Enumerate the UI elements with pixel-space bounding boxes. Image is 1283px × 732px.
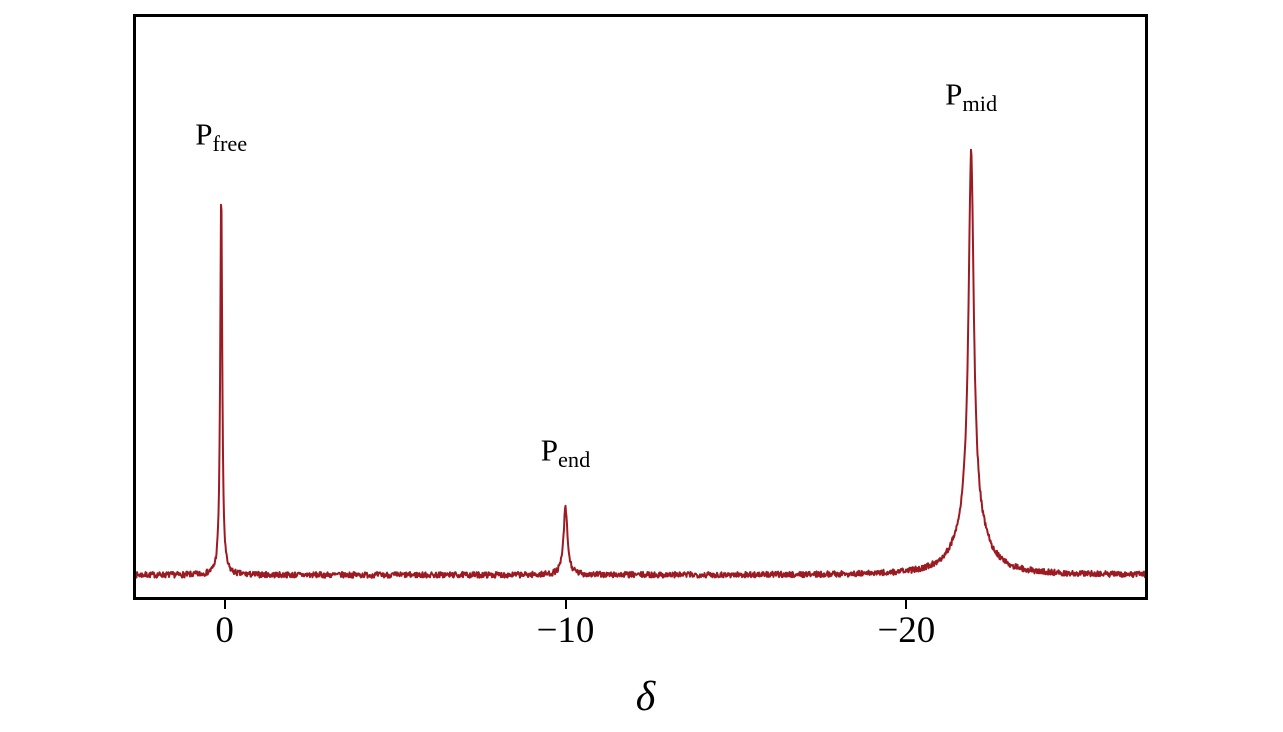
peak-label-p-mid: Pmid [945, 78, 997, 115]
x-tick-mark-neg10 [564, 600, 567, 609]
peak-label-p-free: Pfree [195, 119, 247, 156]
peak-label-subscript: mid [962, 90, 998, 116]
x-tick-label-neg10: −10 [536, 610, 595, 651]
x-tick-label-neg20: −20 [877, 610, 936, 651]
peak-label-subscript: end [558, 447, 591, 473]
plot-area [133, 14, 1148, 600]
spectrum-plot [136, 148, 1145, 579]
x-tick-mark-0 [223, 600, 226, 609]
peak-label-p-end: Pend [541, 435, 590, 472]
peak-label-main: P [945, 76, 963, 112]
peak-label-main: P [195, 116, 213, 152]
x-tick-label-0: 0 [215, 610, 234, 651]
spectrum-line [136, 148, 1145, 579]
peak-label-subscript: free [212, 131, 248, 157]
peak-label-main: P [540, 433, 559, 469]
x-tick-mark-neg20 [905, 600, 908, 609]
x-axis-label: δ [635, 674, 656, 720]
